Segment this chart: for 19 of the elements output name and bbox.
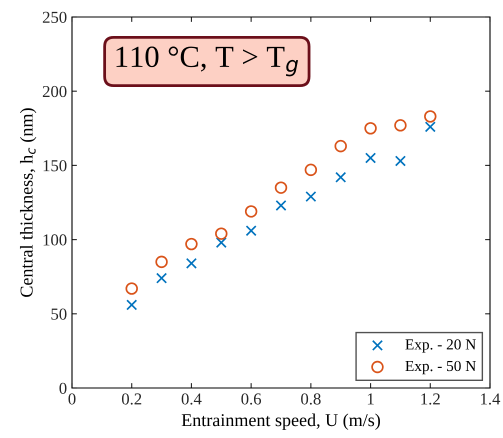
y-tick-label: 250 [42, 12, 67, 23]
x-tick-label: 0.4 [182, 393, 202, 405]
x-tick-label: 1.2 [421, 393, 440, 405]
y-tick-label: 150 [44, 160, 67, 172]
x-tick-label: 1 [368, 393, 374, 404]
x-axis-title: Entrainment speed, U (m/s) [182, 414, 380, 430]
y-tick-label: 50 [51, 308, 67, 320]
y-tick-label: 200 [42, 86, 67, 98]
y-axis-title: Central thickness, h$_{c}$ (nm) [20, 108, 36, 297]
y-tick-label: 0 [59, 382, 67, 394]
x-tick-label: 0.6 [241, 393, 262, 405]
x-tick-label: 0.8 [301, 393, 321, 405]
annotation: 110 °C, T > T$_{g}$ [116, 46, 298, 76]
x-tick-label: 0.2 [122, 393, 142, 405]
legend-label: Exp. - 20 N [405, 339, 476, 353]
x-tick-label: 0 [68, 393, 76, 405]
y-tick-label: 100 [44, 234, 67, 246]
legend-label: Exp. - 50 N [405, 360, 476, 374]
x-tick-label: 1.4 [481, 393, 500, 405]
